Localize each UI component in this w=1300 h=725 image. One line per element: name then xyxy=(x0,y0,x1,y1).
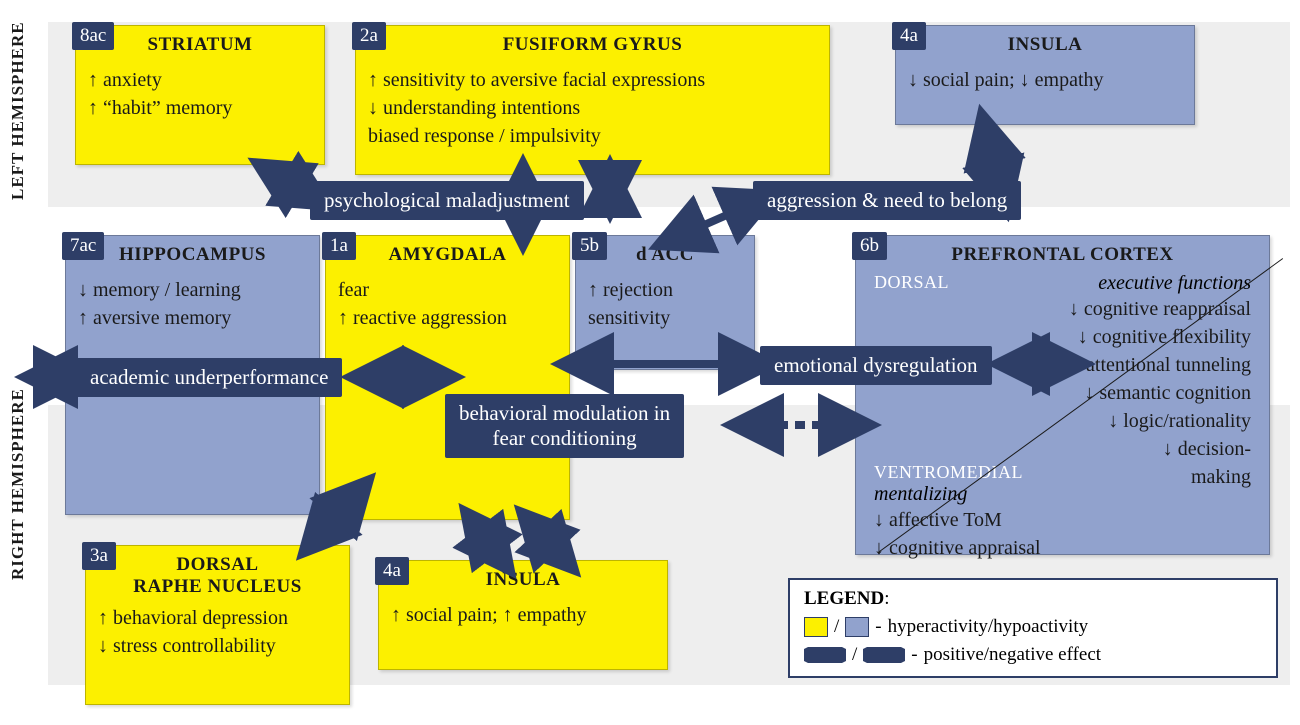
legend-solid-arrow-icon xyxy=(804,647,846,663)
body-hippo: ↓ memory / learning ↑ aversive memory xyxy=(78,276,307,332)
body-fusiform: ↑ sensitivity to aversive facial express… xyxy=(368,66,817,150)
body-dacc: ↑ rejection sensitivity xyxy=(588,276,742,332)
body-striatum: ↑ anxiety ↑ “habit” memory xyxy=(88,66,312,122)
title-pfc: PREFRONTAL CORTEX xyxy=(868,244,1257,266)
pill-emotional: emotional dysregulation xyxy=(760,346,992,385)
box-fusiform: 2a FUSIFORM GYRUS ↑ sensitivity to avers… xyxy=(355,25,830,175)
legend-text-effect: positive/negative effect xyxy=(924,644,1101,666)
title-insula-left: INSULA xyxy=(908,34,1182,56)
title-amygdala: AMYGDALA xyxy=(338,244,557,266)
badge-insula-left: 4a xyxy=(892,22,926,50)
legend-row-effect: / - positive/negative effect xyxy=(804,644,1262,666)
pill-maladjustment: psychological maladjustment xyxy=(310,181,584,220)
title-hippo: HIPPOCAMPUS xyxy=(78,244,307,266)
box-insula-left: 4a INSULA ↓ social pain; ↓ empathy xyxy=(895,25,1195,125)
badge-striatum: 8ac xyxy=(72,22,114,50)
title-dacc: d ACC xyxy=(588,244,742,266)
legend-box: LEGEND: / - hyperactivity/hypoactivity /… xyxy=(788,578,1278,678)
badge-insula-right: 4a xyxy=(375,557,409,585)
legend-dashed-arrow-icon xyxy=(863,647,905,663)
body-insula-right: ↑ social pain; ↑ empathy xyxy=(391,601,655,629)
box-amygdala: 1a AMYGDALA fear ↑ reactive aggression xyxy=(325,235,570,520)
pfc-vm-label: VENTROMEDIAL xyxy=(874,462,1041,483)
body-raphe: ↑ behavioral depression ↓ stress control… xyxy=(98,604,337,660)
legend-swatch-yellow xyxy=(804,617,828,637)
title-insula-right: INSULA xyxy=(391,569,655,591)
title-striatum: STRIATUM xyxy=(88,34,312,56)
box-insula-right: 4a INSULA ↑ social pain; ↑ empathy xyxy=(378,560,668,670)
title-fusiform: FUSIFORM GYRUS xyxy=(368,34,817,56)
pill-academic: academic underperformance xyxy=(76,358,342,397)
box-raphe: 3a DORSAL RAPHE NUCLEUS ↑ behavioral dep… xyxy=(85,545,350,705)
pfc-vm-body: ↓ affective ToM ↓ cognitive appraisal xyxy=(874,506,1041,562)
pfc-dorsal-label: DORSAL xyxy=(874,272,949,292)
badge-raphe: 3a xyxy=(82,542,116,570)
legend-swatch-blue xyxy=(845,617,869,637)
badge-fusiform: 2a xyxy=(352,22,386,50)
pfc-dorsal-head: executive functions xyxy=(1069,272,1251,295)
left-hemisphere-label: LEFT HEMISPHERE xyxy=(8,21,28,200)
badge-dacc: 5b xyxy=(572,232,607,260)
legend-title: LEGEND xyxy=(804,588,884,609)
badge-amygdala: 1a xyxy=(322,232,356,260)
legend-text-activity: hyperactivity/hypoactivity xyxy=(888,616,1089,638)
title-raphe: DORSAL RAPHE NUCLEUS xyxy=(98,554,337,598)
legend-row-activity: / - hyperactivity/hypoactivity xyxy=(804,616,1262,638)
body-amygdala: fear ↑ reactive aggression xyxy=(338,276,557,332)
box-pfc: 6b PREFRONTAL CORTEX DORSAL executive fu… xyxy=(855,235,1270,555)
pill-behavioral: behavioral modulation in fear conditioni… xyxy=(445,394,684,458)
badge-pfc: 6b xyxy=(852,232,887,260)
pill-aggression: aggression & need to belong xyxy=(753,181,1021,220)
body-insula-left: ↓ social pain; ↓ empathy xyxy=(908,66,1182,94)
box-dacc: 5b d ACC ↑ rejection sensitivity xyxy=(575,235,755,370)
box-striatum: 8ac STRIATUM ↑ anxiety ↑ “habit” memory xyxy=(75,25,325,165)
right-hemisphere-label: RIGHT HEMISPHERE xyxy=(8,388,28,580)
badge-hippo: 7ac xyxy=(62,232,104,260)
